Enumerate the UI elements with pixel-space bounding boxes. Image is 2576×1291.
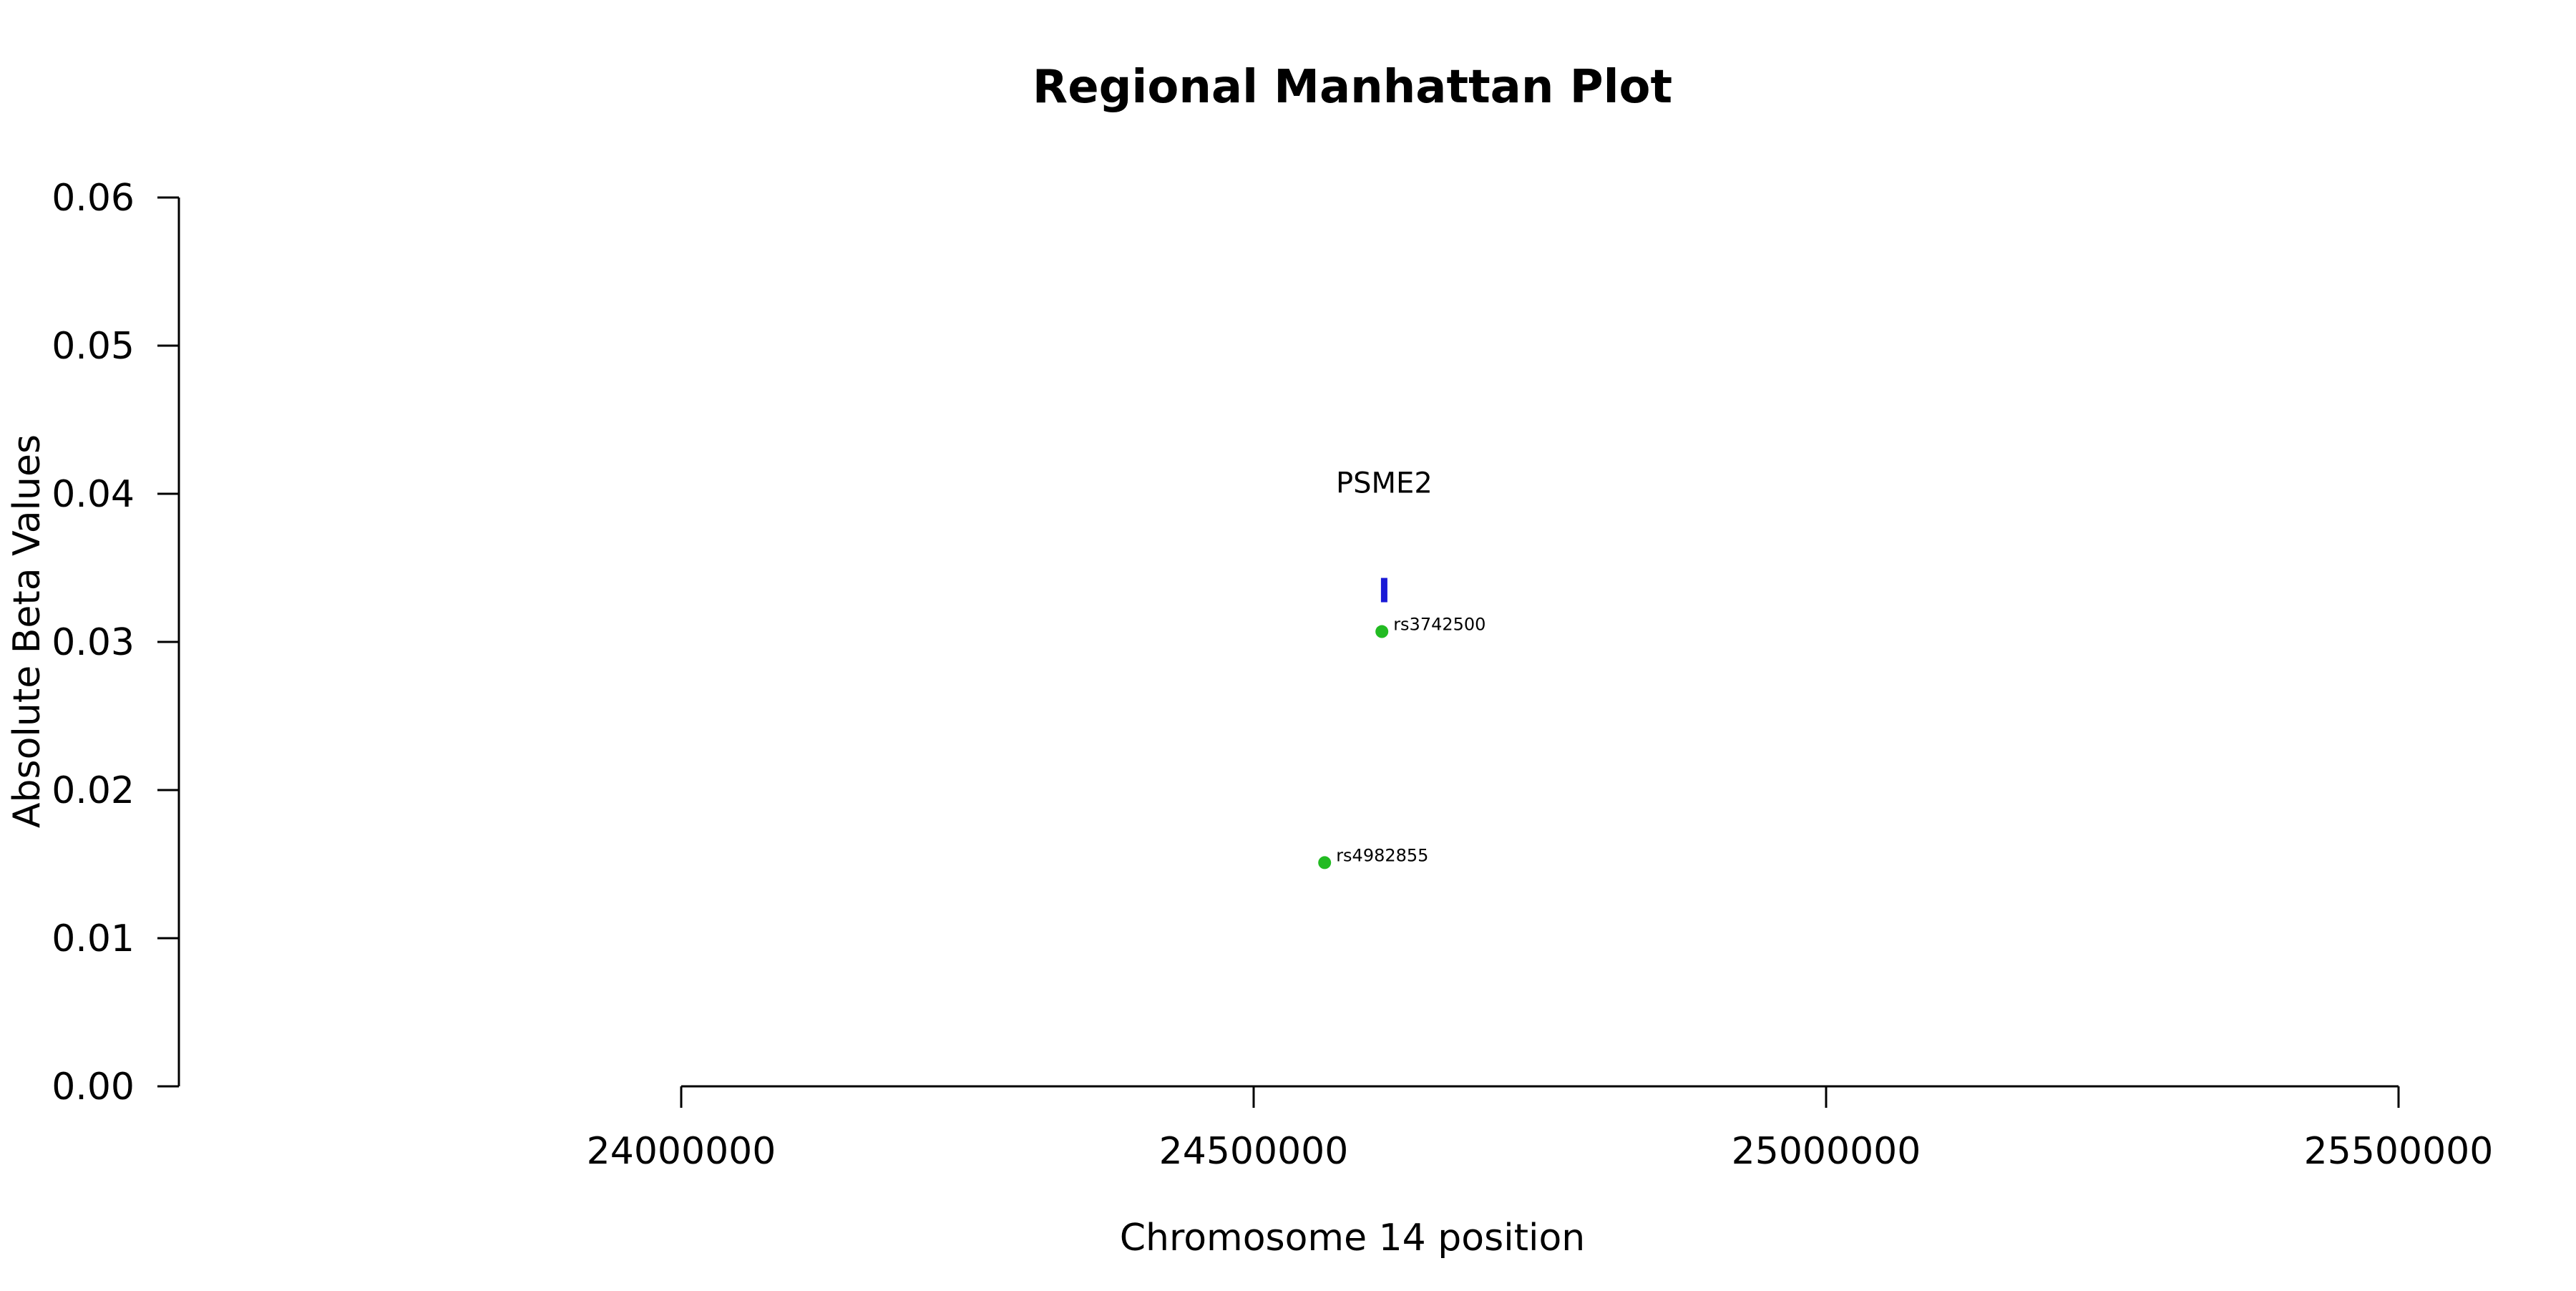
y-tick-label: 0.01 <box>52 917 135 960</box>
snp-point <box>1318 856 1332 869</box>
y-tick-label: 0.04 <box>52 473 135 516</box>
y-axis-label: Absolute Beta Values <box>6 434 49 828</box>
chart-title: Regional Manhattan Plot <box>1033 61 1672 114</box>
gene-bar <box>1380 578 1387 603</box>
x-axis: 24000000 24500000 25000000 25500000 <box>587 1085 2494 1173</box>
y-axis: 0.00 0.01 0.02 0.03 0.04 0.05 0.06 <box>52 177 180 1109</box>
snp-label: rs3742500 <box>1393 615 1485 635</box>
y-tick-label: 0.02 <box>52 769 135 812</box>
y-tick-label: 0.06 <box>52 177 135 220</box>
y-tick-label: 0.00 <box>52 1066 135 1109</box>
gene-label: PSME2 <box>1336 467 1433 500</box>
x-tick-label: 24500000 <box>1159 1130 1349 1173</box>
y-tick-label: 0.05 <box>52 325 135 368</box>
snp-point <box>1375 625 1389 638</box>
x-tick-label: 24000000 <box>587 1130 776 1173</box>
y-tick-label: 0.03 <box>52 621 135 664</box>
snp-points: rs3742500 rs4982855 <box>1318 615 1485 869</box>
x-tick-label: 25500000 <box>2304 1130 2494 1173</box>
x-axis-label: Chromosome 14 position <box>1120 1217 1586 1260</box>
snp-label: rs4982855 <box>1336 845 1428 865</box>
gene-track: PSME2 <box>1336 467 1433 603</box>
x-tick-label: 25000000 <box>1732 1130 1921 1173</box>
